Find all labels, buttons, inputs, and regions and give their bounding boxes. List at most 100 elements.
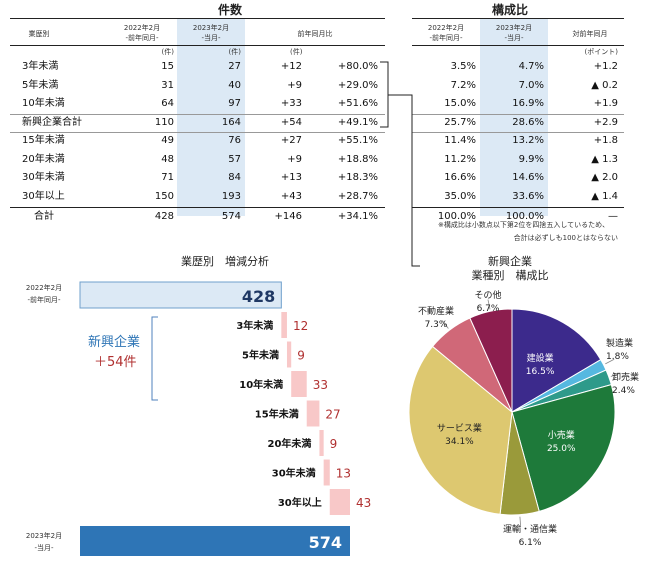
unit-curr: (件): [228, 48, 241, 56]
total-rule: [412, 207, 624, 208]
cell-rp: 7.2%: [450, 79, 476, 91]
pie-slice-percent: 2.4%: [612, 386, 635, 396]
pie-slice-percent: 16.5%: [525, 366, 555, 377]
total-label: 合計: [34, 211, 54, 222]
start-label-2: -前年同月-: [27, 296, 61, 304]
increase-value-label: 13: [336, 467, 351, 481]
cell-prev: 150: [154, 190, 174, 202]
cell-diff: +12: [280, 61, 302, 72]
header-curr-2: -当月-: [201, 34, 221, 42]
cell-prev: 15: [161, 61, 174, 72]
cell-diff: +9: [287, 153, 302, 165]
total-ry: —: [608, 211, 618, 222]
pie-leader-line: [487, 299, 491, 310]
ratio-title: 構成比: [491, 3, 528, 17]
cell-ry: ▲ 1.4: [591, 190, 618, 202]
pie-slice-percent: 7.3%: [424, 320, 448, 330]
header-rule-left: [10, 45, 385, 46]
row-divider: [10, 113, 385, 115]
counts-title: 件数: [217, 3, 242, 17]
cell-ry: +2.9: [593, 116, 618, 128]
increase-bar: [306, 400, 320, 427]
cell-rc: 33.6%: [512, 190, 544, 202]
increase-category-label: 30年未満: [272, 467, 316, 480]
header-ratio-prev-1: 2022年2月: [427, 24, 465, 32]
cell-diff: +43: [280, 190, 302, 202]
pie-slice-percent: 34.1%: [445, 437, 474, 448]
group-brace: [151, 316, 158, 401]
increase-bar: [319, 430, 324, 456]
pie-leader-line: [519, 516, 522, 527]
pie-leader-line: [441, 320, 449, 329]
cell-rc: 14.6%: [512, 172, 544, 183]
increase-category-label: 15年未満: [255, 408, 299, 421]
cell-pct: +29.0%: [337, 79, 378, 91]
cell-rp: 25.7%: [444, 116, 476, 128]
note-line-2: 合計は必ずしも100とはならない: [513, 234, 618, 242]
pie-slice-label: 小売業 25.0%: [526, 430, 596, 456]
pie-slice-label: 建設業 16.5%: [505, 353, 575, 379]
total-rule: [10, 207, 385, 208]
cell-curr: 84: [228, 172, 241, 183]
increase-bar: [281, 312, 287, 338]
header-yoy: 前年同月比: [297, 30, 333, 38]
cell-diff: +13: [280, 172, 302, 183]
cell-ry: +1.9: [593, 98, 618, 109]
cell-ry: ▲ 0.2: [591, 79, 618, 91]
pie-slice: [511, 384, 616, 512]
cell-curr: 193: [221, 190, 241, 202]
cell-curr: 40: [228, 79, 241, 91]
pie-leader-line: [610, 372, 621, 377]
increase-value-label: 9: [297, 349, 305, 363]
header-prev-1: 2022年2月: [123, 24, 161, 32]
cell-rp: 11.2%: [444, 153, 476, 165]
waterfall-title: 業歴別 増減分析: [181, 255, 269, 268]
end-label-2: -当月-: [34, 544, 54, 552]
top-rule-right: [412, 18, 624, 19]
pie-slice-name: 不動産業: [417, 307, 454, 317]
increase-value-label: 33: [313, 378, 328, 392]
pie-slice-name: サービス業: [436, 424, 482, 435]
cell-curr: 27: [228, 61, 241, 72]
total-rp: 100.0%: [437, 211, 476, 222]
increase-category-label: 5年未満: [242, 349, 279, 362]
cell-prev: 64: [161, 98, 174, 109]
start-value: 428: [242, 287, 275, 306]
cell-rc: 13.2%: [512, 135, 544, 146]
row-label: 30年以上: [22, 190, 65, 202]
row-label: 5年未満: [22, 79, 59, 91]
cell-rc: 28.6%: [512, 116, 544, 128]
cell-diff: +33: [280, 98, 302, 109]
increase-bar: [291, 371, 307, 397]
increase-category-label: 20年未満: [268, 437, 312, 450]
total-prev: 428: [154, 211, 174, 222]
pie-slice: [469, 308, 513, 413]
pie-slice: [511, 308, 602, 413]
row-label: 新興企業合計: [22, 116, 82, 128]
end-label-1: 2023年2月: [25, 532, 63, 540]
pie-slice-label: 運輸・通信業 6.1%: [495, 524, 565, 550]
total-diff: +146: [274, 211, 302, 222]
increase-value-label: 9: [330, 437, 338, 451]
header-ratio-curr-1: 2023年2月: [495, 24, 533, 32]
cell-curr: 164: [221, 116, 241, 128]
row-divider: [412, 132, 624, 133]
increase-bar: [323, 459, 330, 486]
cell-ry: +1.2: [593, 61, 618, 72]
row-divider: [10, 132, 385, 133]
cell-curr: 97: [228, 98, 241, 109]
pie-title-2: 業種別 構成比: [471, 269, 549, 282]
unit-yoy: (件): [290, 48, 303, 56]
curr-column-highlight: [177, 18, 245, 216]
cell-prev: 48: [161, 153, 174, 165]
cell-diff: +54: [280, 116, 302, 128]
row-label: 15年未満: [22, 135, 65, 146]
total-curr: 574: [221, 211, 241, 222]
pie-slice: [408, 345, 513, 515]
pie-leader-line: [605, 358, 615, 365]
header-ratio-curr-2: -当月-: [504, 34, 524, 42]
cell-rc: 9.9%: [518, 153, 544, 165]
pie-slice-name: 製造業: [606, 339, 634, 349]
